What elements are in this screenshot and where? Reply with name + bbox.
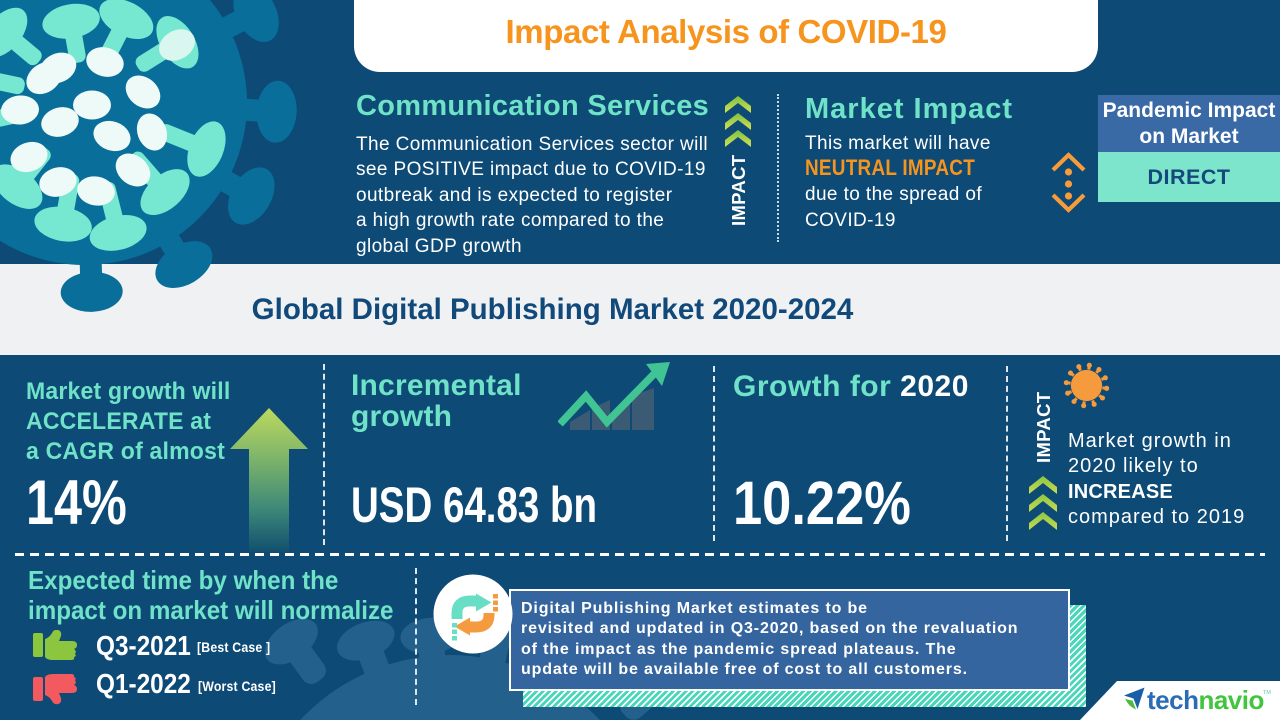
svg-text:technavio: technavio [1147,685,1264,714]
svg-text:TM: TM [1263,690,1271,696]
